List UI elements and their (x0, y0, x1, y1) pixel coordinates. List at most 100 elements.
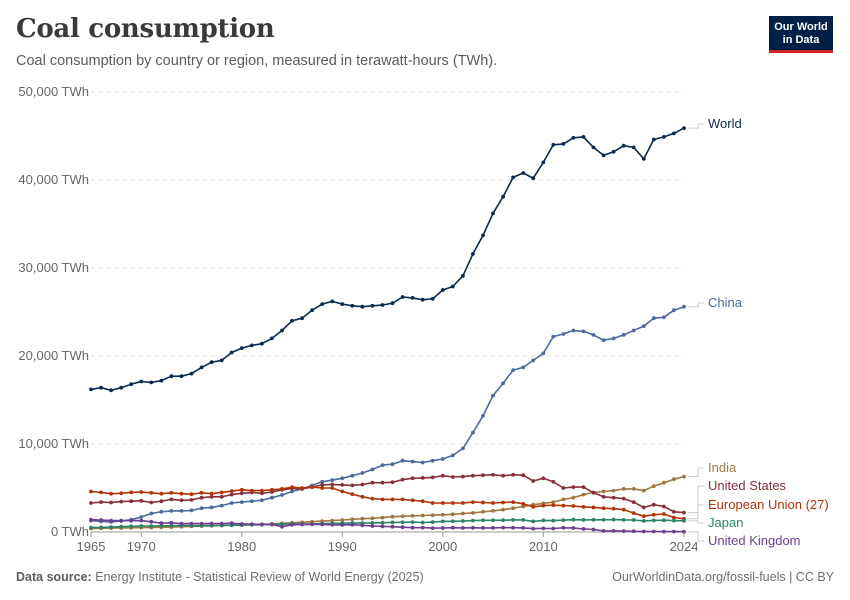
data-point-european-union-27[interactable] (350, 492, 355, 497)
data-point-european-union-27[interactable] (249, 488, 254, 493)
data-point-european-union-27[interactable] (440, 501, 445, 505)
data-point-world[interactable] (380, 303, 385, 307)
data-point-united-kingdom[interactable] (390, 524, 395, 529)
data-point-japan[interactable] (420, 520, 425, 525)
data-point-india[interactable] (370, 516, 375, 521)
data-point-united-kingdom[interactable] (601, 529, 606, 533)
data-point-india[interactable] (450, 512, 455, 517)
data-point-world[interactable] (581, 135, 586, 139)
data-point-japan[interactable] (541, 518, 546, 523)
data-point-world[interactable] (310, 308, 314, 313)
data-point-china[interactable] (571, 328, 576, 333)
source-url[interactable]: OurWorldinData.org/fossil-fuels | CC BY (612, 570, 834, 584)
series-label-china[interactable]: China (708, 295, 743, 310)
data-point-united-kingdom[interactable] (139, 518, 144, 523)
data-point-united-states[interactable] (219, 494, 224, 499)
data-point-china[interactable] (280, 493, 284, 497)
data-point-world[interactable] (471, 252, 475, 256)
data-point-japan[interactable] (400, 520, 405, 525)
data-point-united-states[interactable] (149, 500, 154, 505)
data-point-united-kingdom[interactable] (631, 529, 636, 534)
data-point-united-states[interactable] (430, 475, 435, 480)
data-point-china[interactable] (179, 509, 184, 513)
data-point-japan[interactable] (471, 518, 475, 523)
data-point-united-kingdom[interactable] (551, 526, 556, 531)
data-point-united-kingdom[interactable] (209, 521, 214, 526)
data-point-united-kingdom[interactable] (290, 522, 294, 527)
data-point-india[interactable] (491, 509, 495, 513)
data-point-japan[interactable] (551, 518, 556, 523)
data-point-china[interactable] (631, 328, 636, 333)
data-point-world[interactable] (440, 288, 445, 292)
data-point-world[interactable] (571, 135, 576, 140)
data-point-india[interactable] (682, 474, 686, 479)
data-point-world[interactable] (280, 328, 284, 333)
data-point-united-kingdom[interactable] (350, 522, 355, 527)
data-point-united-kingdom[interactable] (179, 521, 184, 526)
data-point-world[interactable] (219, 358, 224, 363)
data-point-european-union-27[interactable] (390, 497, 395, 502)
data-point-china[interactable] (551, 334, 556, 339)
data-point-world[interactable] (290, 318, 294, 323)
data-point-united-kingdom[interactable] (420, 525, 425, 530)
data-point-china[interactable] (481, 413, 485, 418)
data-point-european-union-27[interactable] (320, 486, 325, 490)
data-point-world[interactable] (199, 365, 204, 370)
data-point-world[interactable] (450, 284, 455, 289)
data-point-united-states[interactable] (672, 509, 676, 514)
data-point-japan[interactable] (631, 518, 636, 522)
data-point-united-states[interactable] (641, 505, 646, 510)
data-point-china[interactable] (682, 304, 686, 309)
data-point-china[interactable] (239, 500, 244, 504)
data-point-european-union-27[interactable] (400, 497, 405, 502)
data-point-japan[interactable] (571, 517, 576, 522)
data-point-china[interactable] (139, 515, 144, 519)
data-point-world[interactable] (129, 382, 134, 387)
data-point-european-union-27[interactable] (461, 501, 465, 505)
data-point-world[interactable] (189, 371, 194, 376)
data-point-european-union-27[interactable] (641, 514, 646, 519)
data-point-united-kingdom[interactable] (581, 527, 586, 531)
data-point-european-union-27[interactable] (149, 490, 154, 495)
series-label-european-union-27[interactable]: European Union (27) (708, 497, 829, 512)
data-point-china[interactable] (209, 505, 214, 510)
data-point-united-states[interactable] (471, 473, 475, 478)
data-point-india[interactable] (400, 514, 405, 519)
data-point-european-union-27[interactable] (179, 491, 184, 496)
data-point-china[interactable] (511, 368, 515, 372)
data-point-united-states[interactable] (99, 500, 103, 504)
data-point-united-states[interactable] (551, 479, 556, 484)
data-point-japan[interactable] (380, 520, 385, 525)
data-point-china[interactable] (270, 495, 274, 500)
data-point-european-union-27[interactable] (621, 507, 626, 512)
data-point-china[interactable] (380, 463, 385, 467)
data-point-united-states[interactable] (511, 472, 515, 477)
data-point-united-kingdom[interactable] (611, 529, 616, 533)
data-point-united-kingdom[interactable] (440, 526, 445, 530)
data-point-european-union-27[interactable] (370, 496, 375, 501)
data-point-european-union-27[interactable] (481, 500, 485, 505)
data-point-world[interactable] (179, 374, 184, 379)
data-point-european-union-27[interactable] (571, 504, 576, 508)
data-point-japan[interactable] (89, 525, 93, 530)
data-point-india[interactable] (330, 518, 335, 523)
data-point-united-states[interactable] (531, 479, 536, 483)
data-point-united-kingdom[interactable] (410, 525, 415, 530)
data-point-japan[interactable] (390, 520, 395, 525)
data-point-united-states[interactable] (350, 483, 355, 488)
data-point-japan[interactable] (139, 524, 144, 528)
data-point-japan[interactable] (461, 519, 465, 523)
data-point-china[interactable] (260, 498, 264, 503)
data-point-world[interactable] (621, 143, 626, 148)
data-point-india[interactable] (360, 516, 365, 521)
data-point-china[interactable] (491, 393, 495, 398)
data-point-china[interactable] (219, 503, 224, 508)
data-point-china[interactable] (410, 459, 415, 464)
data-point-japan[interactable] (581, 518, 586, 522)
data-point-china[interactable] (461, 446, 465, 451)
data-point-china[interactable] (501, 381, 505, 386)
data-point-india[interactable] (420, 513, 425, 518)
data-point-european-union-27[interactable] (99, 490, 103, 495)
data-point-united-states[interactable] (370, 480, 375, 485)
data-point-world[interactable] (651, 137, 656, 142)
